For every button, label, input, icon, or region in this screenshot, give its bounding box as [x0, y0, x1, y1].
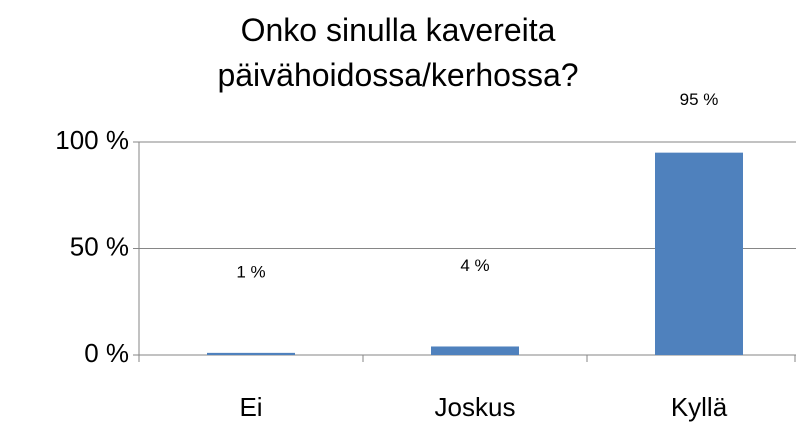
bar	[431, 346, 519, 355]
chart-title: Onko sinulla kavereita päivähoidossa/ker…	[217, 12, 579, 93]
bar	[207, 352, 295, 355]
value-label: 1 %	[236, 262, 265, 281]
y-tick-label: 100 %	[55, 125, 129, 155]
x-tick-label: Kyllä	[671, 392, 728, 422]
bar	[655, 152, 743, 355]
y-tick-label: 0 %	[84, 338, 129, 368]
x-tick-label: Joskus	[435, 392, 516, 422]
value-label: 4 %	[460, 256, 489, 275]
y-tick-label: 50 %	[70, 231, 129, 261]
x-tick-label: Ei	[239, 392, 262, 422]
value-label: 95 %	[680, 90, 719, 109]
